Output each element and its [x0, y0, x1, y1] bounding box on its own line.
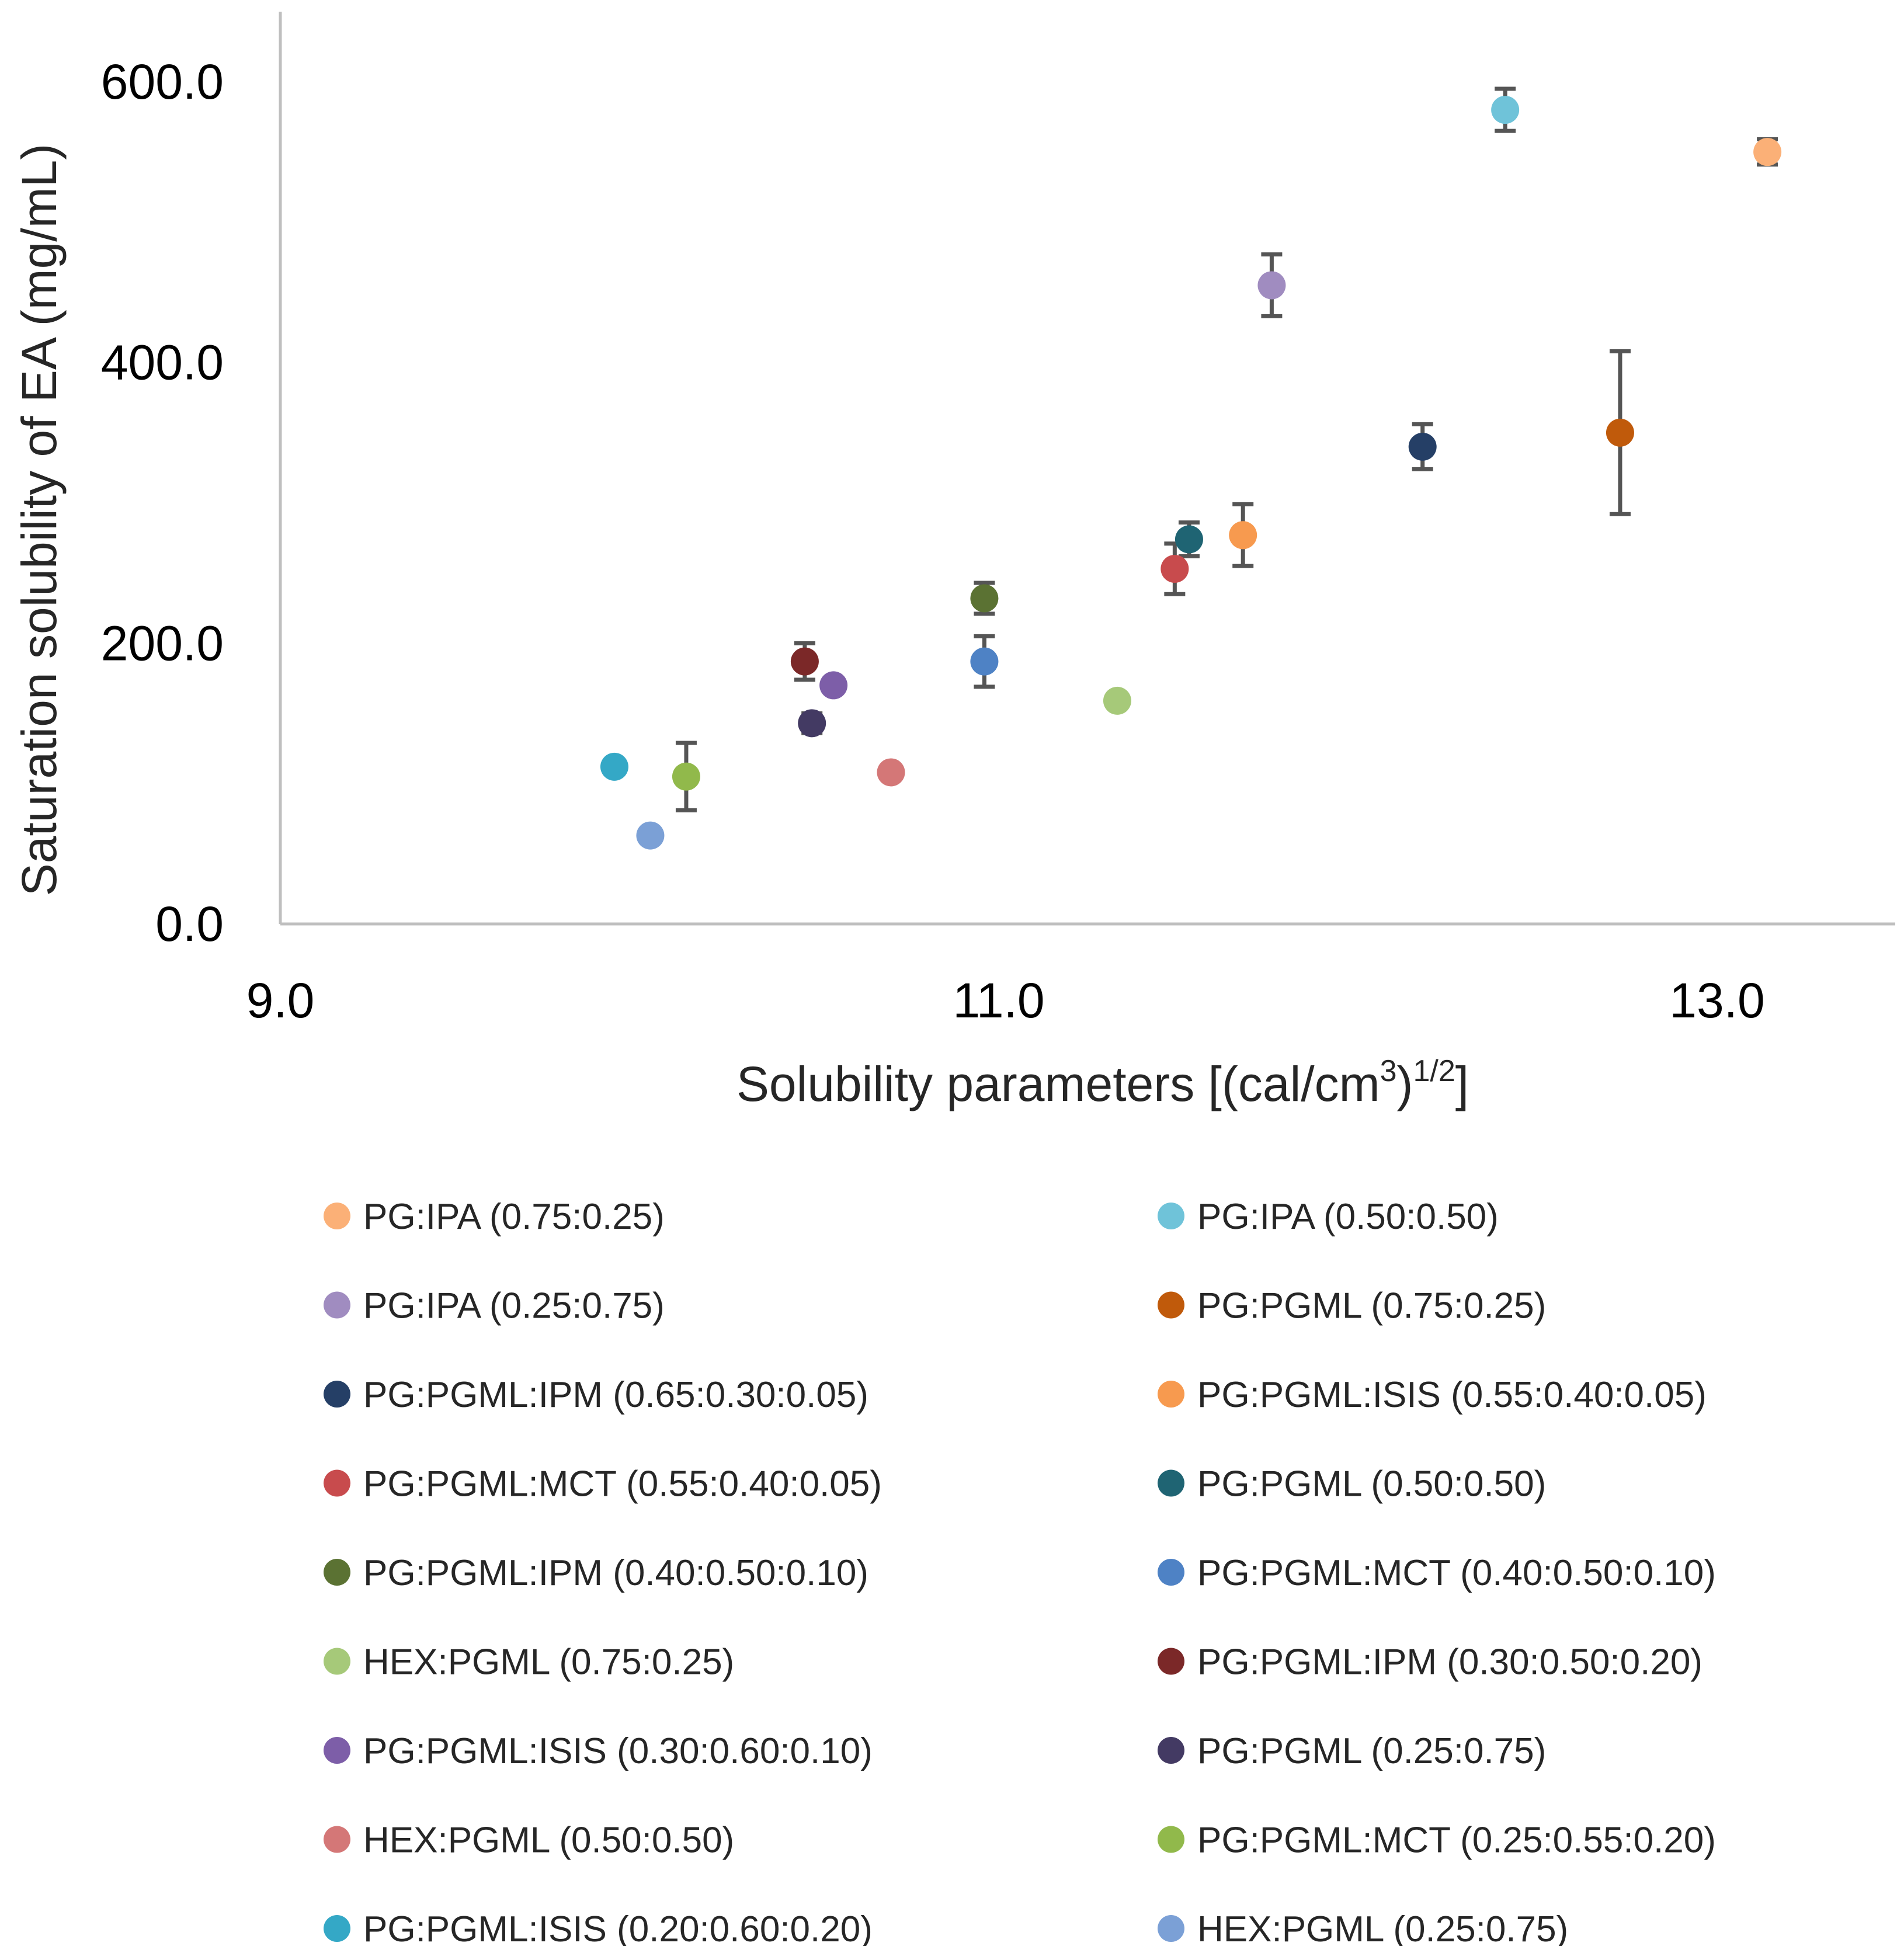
- data-point: [1229, 521, 1257, 550]
- legend-item: PG:IPA (0.75:0.25): [324, 1197, 665, 1237]
- legend-item: PG:PGML (0.75:0.25): [1158, 1286, 1546, 1326]
- legend-item: PG:PGML:IPM (0.30:0.50:0.20): [1158, 1642, 1703, 1683]
- legend-marker: [324, 1469, 350, 1497]
- data-point: [1103, 686, 1131, 715]
- legend-marker: [324, 1826, 350, 1853]
- data-point: [600, 752, 628, 781]
- y-tick-labels: 0.0 200.0 400.0 600.0: [101, 54, 224, 951]
- legend-item: PG:IPA (0.50:0.50): [1158, 1197, 1499, 1237]
- legend: PG:IPA (0.75:0.25) PG:IPA (0.50:0.50) PG:I…: [324, 1197, 1716, 1946]
- legend-marker: [324, 1203, 350, 1229]
- legend-marker: [324, 1915, 350, 1942]
- error-bars: [675, 86, 1778, 812]
- y-axis-title: Saturation solubility of EA (mg/mL): [12, 144, 67, 896]
- x-axis-title-base: Solubility parameters [(cal/cm: [736, 1057, 1380, 1111]
- legend-marker: [324, 1648, 350, 1675]
- y-tick-label: 200.0: [101, 616, 224, 670]
- x-axis-title: Solubility parameters [(cal/cm3)1/2]: [736, 1054, 1469, 1111]
- legend-label: PG:PGML:ISIS (0.55:0.40:0.05): [1197, 1375, 1707, 1415]
- legend-marker: [1158, 1469, 1184, 1497]
- x-axis-title-superscript-3: 3: [1380, 1054, 1397, 1088]
- legend-label: PG:PGML:IPM (0.65:0.30:0.05): [363, 1375, 868, 1415]
- legend-label: HEX:PGML (0.75:0.25): [363, 1642, 734, 1683]
- legend-marker: [324, 1737, 350, 1764]
- legend-item: HEX:PGML (0.75:0.25): [324, 1642, 734, 1683]
- legend-label: PG:PGML:MCT (0.55:0.40:0.05): [363, 1464, 882, 1504]
- legend-marker: [1158, 1915, 1184, 1942]
- y-tick-label: 600.0: [101, 54, 224, 109]
- legend-label: HEX:PGML (0.25:0.75): [1197, 1909, 1568, 1946]
- y-tick-label: 0.0: [155, 896, 224, 951]
- x-axis-title-superscript-half: 1/2: [1413, 1054, 1455, 1088]
- legend-item: PG:PGML:MCT (0.40:0.50:0.10): [1158, 1553, 1716, 1593]
- legend-label: PG:PGML:ISIS (0.30:0.60:0.10): [363, 1731, 873, 1771]
- legend-item: PG:PGML:MCT (0.55:0.40:0.05): [324, 1464, 882, 1504]
- data-point: [1408, 432, 1437, 461]
- data-point: [1606, 418, 1634, 447]
- legend-item: PG:PGML:ISIS (0.30:0.60:0.10): [324, 1731, 873, 1771]
- data-point: [636, 821, 665, 850]
- data-point: [798, 709, 826, 738]
- legend-label: PG:PGML (0.50:0.50): [1197, 1464, 1546, 1504]
- legend-item: HEX:PGML (0.25:0.75): [1158, 1909, 1568, 1946]
- legend-item: PG:PGML:MCT (0.25:0.55:0.20): [1158, 1820, 1716, 1861]
- legend-marker: [324, 1291, 350, 1319]
- legend-label: PG:IPA (0.75:0.25): [363, 1197, 665, 1237]
- legend-marker: [1158, 1559, 1184, 1586]
- legend-label: PG:PGML:IPM (0.30:0.50:0.20): [1197, 1642, 1703, 1683]
- legend-marker: [1158, 1381, 1184, 1408]
- x-tick-label: 9.0: [246, 973, 315, 1028]
- data-point: [970, 647, 999, 676]
- legend-label: HEX:PGML (0.50:0.50): [363, 1820, 734, 1861]
- data-point: [877, 758, 905, 787]
- legend-item: PG:IPA (0.25:0.75): [324, 1286, 665, 1326]
- legend-label: PG:PGML (0.75:0.25): [1197, 1286, 1546, 1326]
- legend-marker: [1158, 1291, 1184, 1319]
- data-point: [1491, 96, 1520, 124]
- data-point: [1175, 525, 1203, 554]
- legend-label: PG:PGML:ISIS (0.20:0.60:0.20): [363, 1909, 873, 1946]
- legend-item: PG:PGML:IPM (0.65:0.30:0.05): [324, 1375, 868, 1415]
- data-point: [1257, 271, 1286, 300]
- plot-area: 0.0 200.0 400.0 600.0 9.0 11.0 13.0: [101, 12, 1895, 1028]
- data-point: [819, 671, 848, 700]
- legend-marker: [1158, 1737, 1184, 1764]
- legend-item: PG:PGML:IPM (0.40:0.50:0.10): [324, 1553, 868, 1593]
- legend-marker: [1158, 1203, 1184, 1229]
- legend-marker: [1158, 1648, 1184, 1675]
- legend-marker: [1158, 1826, 1184, 1853]
- data-point: [1753, 138, 1782, 166]
- legend-item: PG:PGML (0.50:0.50): [1158, 1464, 1546, 1504]
- legend-label: PG:PGML:MCT (0.25:0.55:0.20): [1197, 1820, 1716, 1861]
- legend-item: PG:PGML (0.25:0.75): [1158, 1731, 1546, 1771]
- y-tick-label: 400.0: [101, 335, 224, 390]
- legend-marker: [324, 1559, 350, 1586]
- legend-label: PG:PGML:IPM (0.40:0.50:0.10): [363, 1553, 868, 1593]
- legend-item: HEX:PGML (0.50:0.50): [324, 1820, 734, 1861]
- legend-item: PG:PGML:ISIS (0.55:0.40:0.05): [1158, 1375, 1707, 1415]
- data-points: [600, 96, 1782, 850]
- legend-label: PG:PGML:MCT (0.40:0.50:0.10): [1197, 1553, 1716, 1593]
- x-tick-labels: 9.0 11.0 13.0: [246, 973, 1765, 1028]
- x-tick-label: 11.0: [953, 973, 1044, 1028]
- data-point: [970, 584, 999, 613]
- data-point: [1161, 554, 1189, 583]
- data-point: [790, 647, 819, 676]
- legend-label: PG:PGML (0.25:0.75): [1197, 1731, 1546, 1771]
- legend-item: PG:PGML:ISIS (0.20:0.60:0.20): [324, 1909, 873, 1946]
- legend-marker: [324, 1381, 350, 1408]
- x-tick-label: 13.0: [1669, 973, 1765, 1028]
- x-axis-title-end: ]: [1455, 1057, 1469, 1111]
- legend-label: PG:IPA (0.50:0.50): [1197, 1197, 1499, 1237]
- x-axis-title-paren: ): [1396, 1057, 1413, 1111]
- legend-label: PG:IPA (0.25:0.75): [363, 1286, 665, 1326]
- data-point: [672, 762, 700, 791]
